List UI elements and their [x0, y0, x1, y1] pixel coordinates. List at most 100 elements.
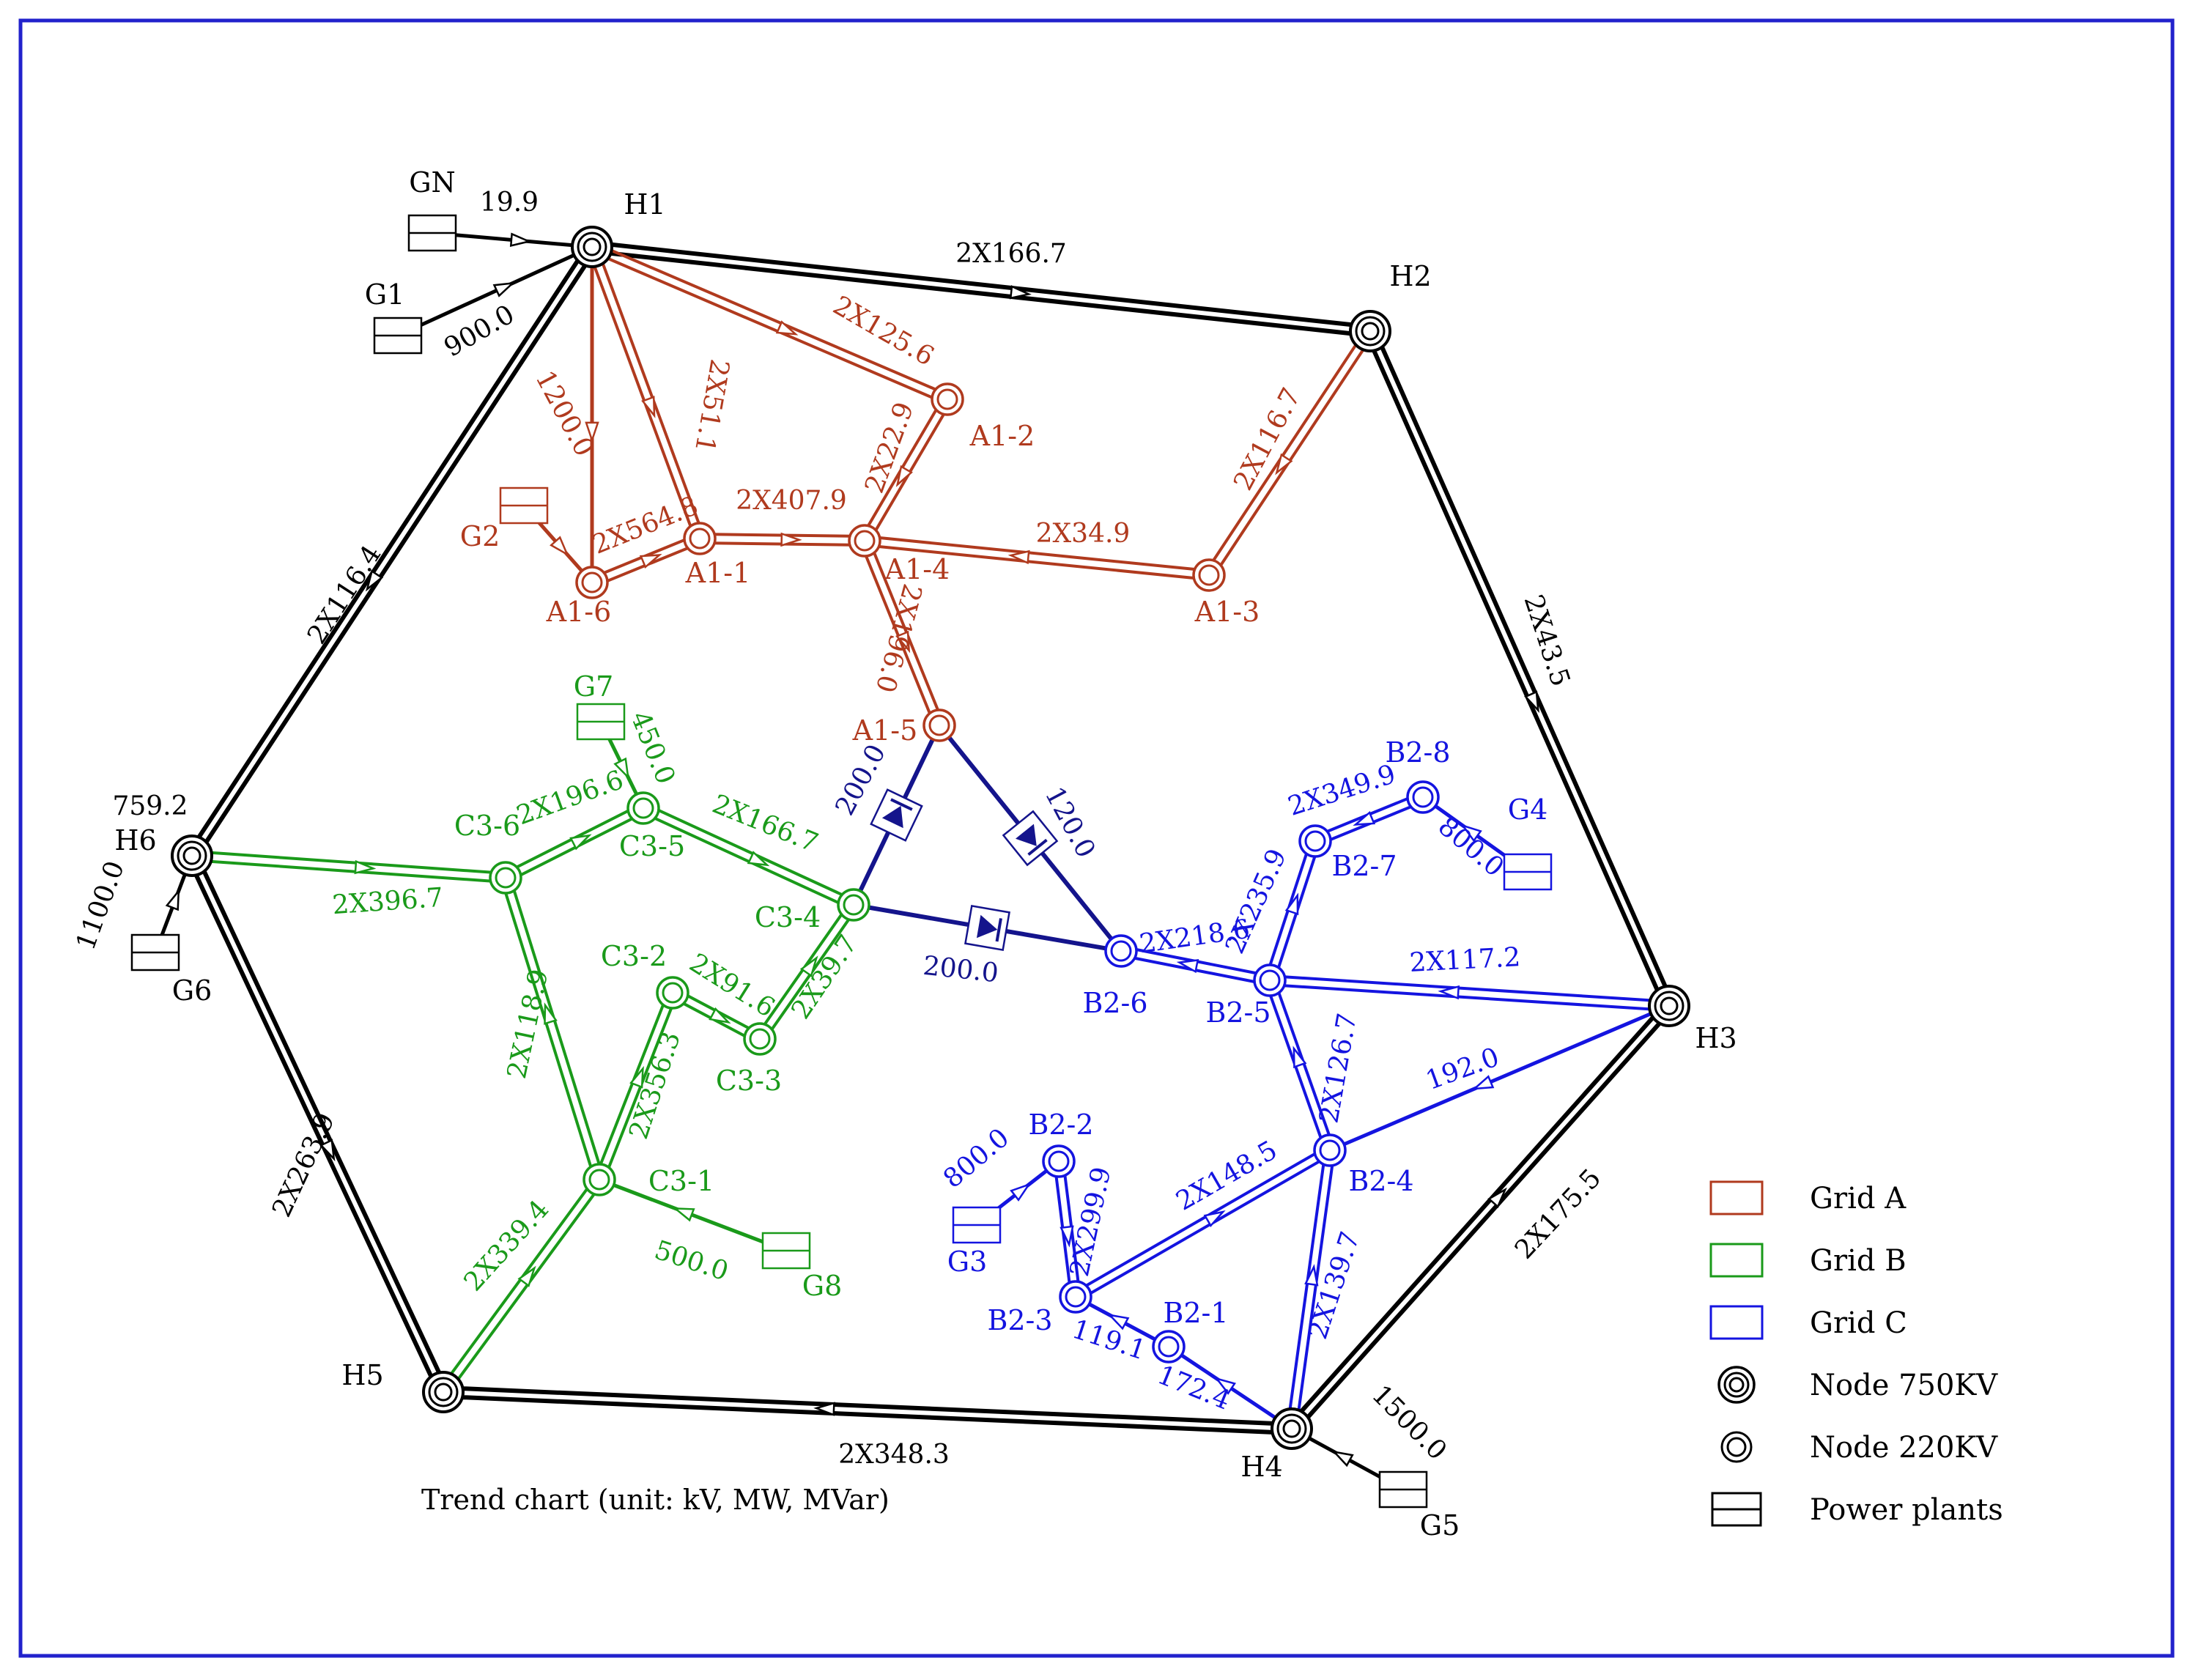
diagram-caption: Trend chart (unit: kV, MW, MVar): [421, 1484, 890, 1516]
node-b2-3: B2-3: [987, 1280, 1092, 1336]
line-flow-label: 2X22.9: [859, 399, 920, 497]
node-a1-3: A1-3: [1192, 558, 1260, 628]
dc-link-symbol: [964, 905, 1010, 951]
legend-item-grid-a: Grid A: [1709, 1180, 1907, 1215]
plant-label: G8: [802, 1270, 843, 1302]
plant-label: GN: [409, 166, 456, 199]
node-c3-4: C3-4: [755, 888, 870, 933]
plant-g6: G6: [130, 933, 212, 1007]
line-flow-label: 2X348.3: [838, 1440, 950, 1470]
legend-label: Grid C: [1810, 1306, 1907, 1340]
plant-g1: G1: [365, 278, 423, 355]
line-flow-label: 2X196.0: [870, 580, 928, 695]
line-flow-label: 900.0: [439, 300, 519, 363]
line-c3-1-c3-6: 2X118.9: [500, 876, 605, 1182]
node-h3: H3: [1648, 985, 1737, 1054]
node-c3-2: C3-2: [601, 940, 689, 1010]
line-flow-label: 2X126.7: [1314, 1011, 1363, 1125]
line-b2-4-b2-5: 2X126.7: [1264, 978, 1363, 1152]
plant-label: G2: [460, 520, 500, 552]
node-label: B2-6: [1082, 987, 1147, 1019]
node-label: B2-4: [1348, 1165, 1413, 1197]
line-a1-3-a1-4: 2X34.9: [864, 519, 1210, 581]
plant-g7: G7: [574, 670, 626, 741]
line-h3-b2-5: 2X117.2: [1269, 942, 1670, 1012]
line-a1-2-a1-4: 2X22.9: [859, 396, 953, 544]
power-plants: GN G1 G2 G3 G4 G5 G6 G7 G8: [130, 166, 1553, 1542]
legend-item-plant: Power plants: [1711, 1492, 2003, 1527]
line-flow-label: 1200.0: [529, 366, 599, 461]
node-label: B2-1: [1163, 1297, 1228, 1329]
legend-item-grid-b: Grid B: [1709, 1243, 1907, 1278]
node-voltage-value: 759.2: [112, 791, 188, 821]
plant-g8: G8: [761, 1232, 843, 1302]
legend-item-grid-c: Grid C: [1709, 1305, 1907, 1340]
plant-label: G6: [172, 974, 212, 1007]
line-h6-c3-6: 2X396.7: [191, 850, 506, 920]
node-a1-5: A1-5: [852, 708, 956, 747]
node-h5: H5: [341, 1359, 465, 1413]
line-c3-6-c3-5: 2X196.6: [503, 765, 646, 884]
line-flow-label: 172.4: [1153, 1360, 1235, 1416]
line-flow-label: 2X349.9: [1284, 759, 1399, 822]
node-label: A1-4: [884, 553, 950, 585]
legend-label: Power plants: [1810, 1493, 2003, 1527]
line-g1-h1: 900.0: [396, 245, 593, 363]
line-flow-label: 120.0: [1039, 782, 1101, 862]
plant-g5: G5: [1378, 1470, 1460, 1542]
node-label: B2-3: [987, 1304, 1052, 1336]
node-label: C3-6: [454, 810, 520, 842]
line-h3-b2-4: 192.0: [1329, 1004, 1670, 1152]
node-label: A1-5: [852, 714, 918, 747]
line-flow-label: 2X51.1: [689, 357, 735, 455]
node-b2-2: B2-2: [1028, 1109, 1094, 1178]
line-gn-h1: 19.9: [432, 188, 593, 249]
node-a1-2: A1-2: [931, 382, 1035, 452]
dc-link-symbol: [870, 788, 923, 842]
line-flow-label: 2X166.7: [708, 789, 822, 859]
line-h4-h5: 2X348.3: [443, 1385, 1292, 1470]
node-label: B2-2: [1028, 1109, 1093, 1141]
plant-g4: G4: [1503, 793, 1553, 891]
node-b2-5: B2-5: [1205, 963, 1287, 1029]
line-flow-label: 800.0: [1432, 811, 1509, 883]
node-label: C3-5: [619, 830, 685, 862]
legend-label: Grid A: [1810, 1182, 1907, 1215]
node-label: C3-3: [716, 1065, 782, 1097]
node-h2: H2: [1349, 260, 1432, 352]
node-label: C3-1: [648, 1165, 714, 1197]
node-c3-3: C3-3: [716, 1022, 782, 1097]
node-h1: H1: [571, 188, 666, 268]
plant-g2: G2: [460, 486, 549, 552]
plant-g3: G3: [947, 1206, 1002, 1278]
line-b2-5-b2-7: 2X235.9: [1220, 839, 1321, 983]
node-label: H1: [624, 188, 665, 221]
node-label: B2-8: [1385, 736, 1450, 769]
node-c3-1: C3-1: [583, 1163, 714, 1197]
line-flow-label: 2X339.4: [459, 1194, 555, 1297]
node-c3-6: C3-6: [454, 810, 522, 895]
node-label: B2-5: [1205, 996, 1271, 1029]
legend-label: Grid B: [1810, 1244, 1907, 1278]
legend-label: Node 750KV: [1810, 1369, 1998, 1402]
line-h2-a1-3: 2X116.7: [1204, 328, 1375, 579]
node-h4: H4: [1240, 1407, 1313, 1483]
node-a1-1: A1-1: [683, 522, 750, 589]
diagram-frame: [18, 18, 2175, 1658]
node-label: H6: [114, 824, 156, 856]
node-b2-7: B2-7: [1298, 824, 1397, 882]
node-b2-1: B2-1: [1152, 1297, 1229, 1363]
node-c3-5: C3-5: [619, 791, 685, 862]
line-flow-label: 1100.0: [70, 857, 130, 954]
line-flow-label: 119.1: [1068, 1314, 1150, 1366]
line-flow-label: 500.0: [651, 1235, 732, 1287]
node-b2-6: B2-6: [1082, 934, 1148, 1019]
legend-item-n750: Node 750KV: [1717, 1366, 1998, 1404]
line-flow-label: 2X396.7: [331, 883, 444, 920]
line-flow-label: 800.0: [938, 1122, 1015, 1194]
node-label: H2: [1389, 260, 1431, 292]
line-flow-label: 200.0: [922, 951, 1000, 989]
plant-label: G4: [1508, 793, 1548, 826]
